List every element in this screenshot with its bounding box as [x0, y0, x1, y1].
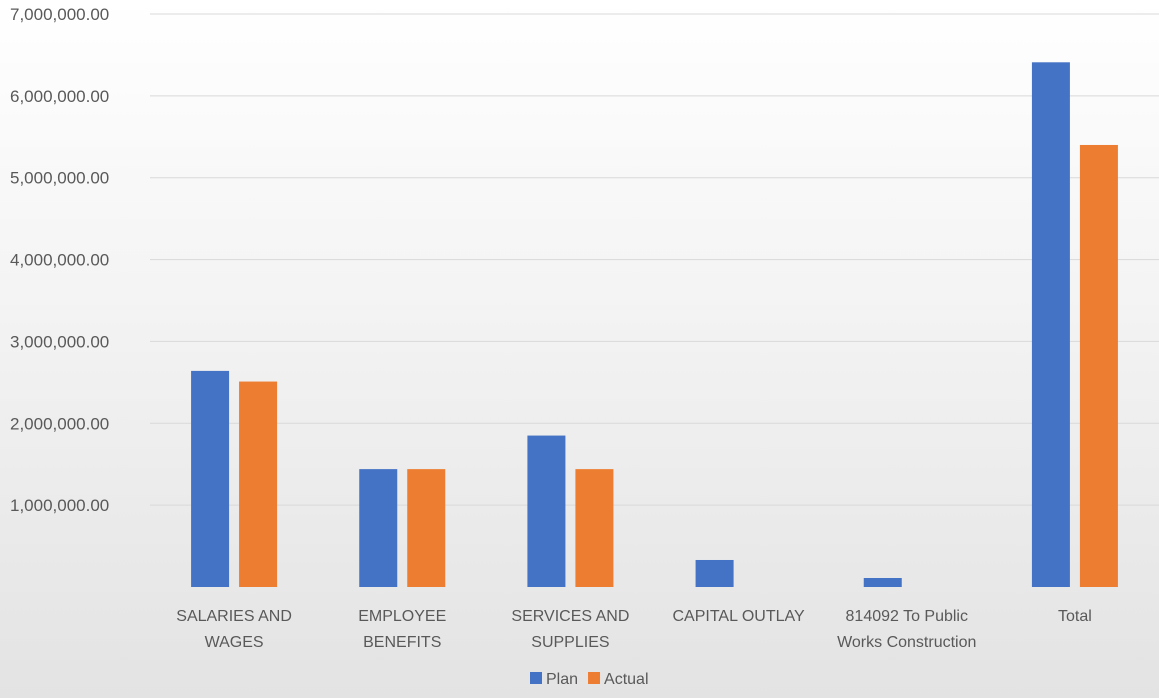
- gridlines: [150, 13, 1159, 506]
- legend-label-plan: Plan: [546, 671, 578, 688]
- x-category-label: WAGES: [205, 634, 264, 651]
- legend-label-actual: Actual: [604, 671, 648, 688]
- y-tick-label: 1,000,000.00: [10, 496, 109, 515]
- y-tick-label: 3,000,000.00: [10, 332, 109, 351]
- legend-swatch-actual: [588, 672, 601, 684]
- bar-plan: [359, 469, 398, 587]
- y-tick-label: 4,000,000.00: [10, 251, 109, 270]
- x-category-label: SUPPLIES: [531, 634, 609, 651]
- bar-actual: [575, 469, 614, 587]
- x-category-label: EMPLOYEE: [358, 608, 446, 625]
- y-tick-label: 7,000,000.00: [10, 5, 109, 24]
- bar-actual: [407, 469, 446, 587]
- x-category-label: SERVICES AND: [511, 608, 629, 625]
- legend-swatch-plan: [530, 672, 542, 684]
- bars: [191, 62, 1118, 587]
- y-axis: 1,000,000.00 2,000,000.00 3,000,000.00 4,00…: [10, 5, 109, 515]
- x-category-label: Works Construction: [837, 634, 976, 651]
- bar-plan: [1031, 62, 1070, 587]
- bar-actual: [1079, 144, 1118, 587]
- y-tick-label: 6,000,000.00: [10, 87, 109, 106]
- x-axis: SALARIES AND WAGES EMPLOYEE BENEFITS SERVICE…: [176, 608, 1092, 651]
- bar-actual: [239, 381, 278, 587]
- x-category-label: SALARIES AND: [176, 608, 292, 625]
- bar-plan: [191, 370, 230, 587]
- x-category-label: BENEFITS: [363, 634, 441, 651]
- y-tick-label: 5,000,000.00: [10, 169, 109, 188]
- x-category-label: Total: [1058, 608, 1092, 625]
- bar-plan: [863, 577, 902, 587]
- y-tick-label: 2,000,000.00: [10, 414, 109, 433]
- x-category-label: CAPITAL OUTLAY: [672, 608, 805, 625]
- bar-plan: [527, 435, 566, 587]
- x-category-label: 814092 To Public: [846, 608, 968, 625]
- legend: Plan Actual: [530, 671, 649, 688]
- bar-plan: [695, 559, 734, 587]
